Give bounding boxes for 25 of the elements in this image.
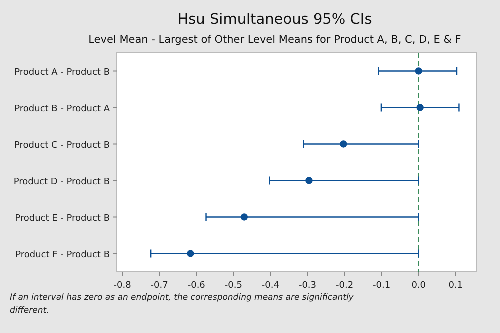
x-tick-label: -0.8 bbox=[114, 281, 132, 291]
point bbox=[415, 68, 422, 75]
x-tick-label: -0.4 bbox=[262, 281, 280, 291]
x-tick-label: 0.0 bbox=[412, 281, 426, 291]
y-tick-label: Product F - Product B bbox=[16, 250, 110, 260]
y-tick-label: Product A - Product B bbox=[14, 68, 110, 78]
y-tick-label: Product D - Product B bbox=[14, 177, 110, 188]
x-tick-label: -0.5 bbox=[224, 281, 242, 291]
x-tick-label: -0.6 bbox=[188, 281, 206, 291]
x-tick-label: -0.3 bbox=[298, 281, 317, 291]
x-tick-label: 0.1 bbox=[448, 281, 464, 291]
chart-title: Hsu Simultaneous 95% CIs bbox=[178, 12, 372, 28]
y-tick-label: Product C - Product B bbox=[14, 140, 110, 151]
point bbox=[416, 104, 424, 112]
y-tick-label: Product E - Product B bbox=[15, 214, 110, 224]
point bbox=[240, 214, 248, 221]
text: If an interval has zero as an endpoint, the corresponding means are significantly different. bbox=[10, 292, 355, 318]
x-tick-label: -0.2 bbox=[336, 281, 354, 291]
point bbox=[340, 140, 348, 148]
point bbox=[306, 177, 313, 184]
x-tick-label: -0.1 bbox=[373, 281, 391, 291]
point bbox=[187, 250, 194, 258]
x-tick-label: -0.7 bbox=[150, 281, 168, 291]
chart-subtitle: Level Mean - Largest of Other Level Means for Product A, B, C, D, E & F bbox=[88, 34, 462, 46]
y-tick-label: Product B - Product A bbox=[14, 104, 111, 114]
